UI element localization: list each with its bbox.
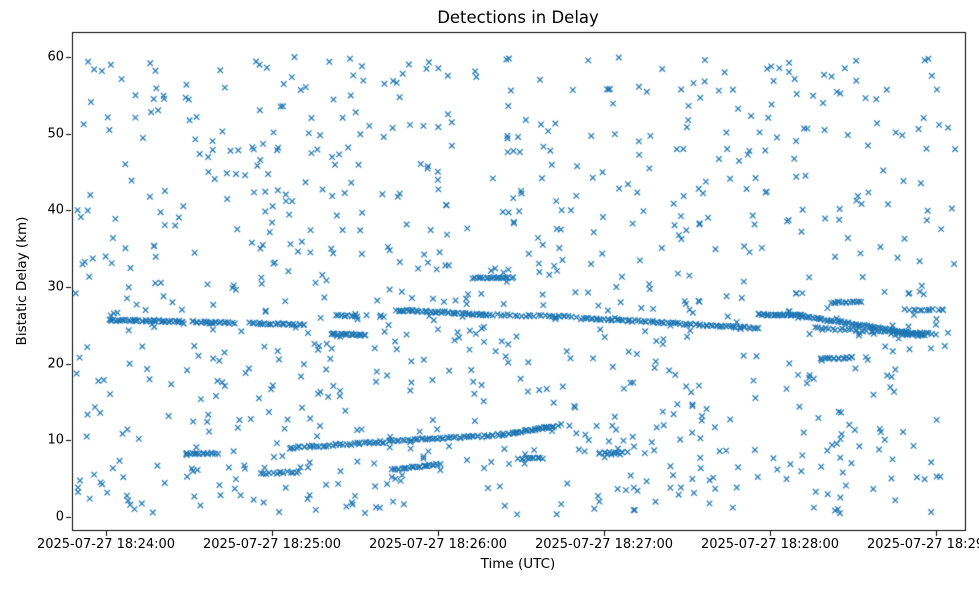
y-tick-label: 30 xyxy=(47,279,64,295)
x-tick-label: 2025-07-27 18:25:00 xyxy=(202,537,342,552)
y-tick-label: 20 xyxy=(47,356,64,372)
y-tick-label: 50 xyxy=(47,126,64,142)
y-tick-label: 10 xyxy=(47,432,64,448)
x-axis-label: Time (UTC) xyxy=(480,556,556,572)
y-tick-label: 60 xyxy=(47,49,64,65)
x-tick-label: 2025-07-27 18:29:00 xyxy=(866,537,979,552)
x-tick-label: 2025-07-27 18:24:00 xyxy=(36,537,176,552)
x-tick-label: 2025-07-27 18:27:00 xyxy=(534,537,674,552)
y-tick-label: 40 xyxy=(47,202,64,218)
x-tick-label: 2025-07-27 18:26:00 xyxy=(368,537,508,552)
chart-title: Detections in Delay xyxy=(437,8,599,27)
x-tick-label: 2025-07-27 18:28:00 xyxy=(700,537,840,552)
y-tick-label: 0 xyxy=(55,509,64,525)
